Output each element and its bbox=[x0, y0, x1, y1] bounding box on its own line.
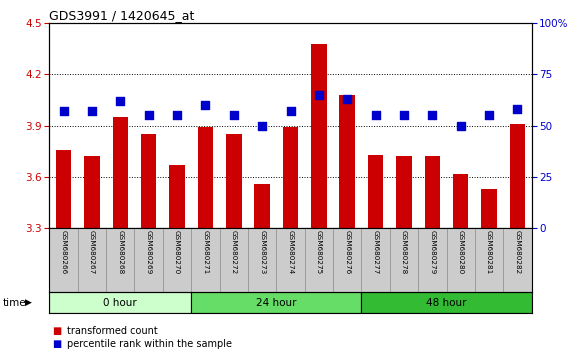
Text: ■: ■ bbox=[52, 339, 62, 349]
Bar bbox=[481, 189, 497, 228]
Text: 48 hour: 48 hour bbox=[426, 298, 467, 308]
Point bbox=[371, 113, 380, 118]
Point bbox=[428, 113, 437, 118]
Point bbox=[485, 113, 494, 118]
Bar bbox=[226, 134, 242, 228]
Point bbox=[144, 113, 153, 118]
Text: GSM680281: GSM680281 bbox=[486, 230, 492, 274]
Bar bbox=[453, 173, 468, 228]
Point bbox=[87, 108, 96, 114]
Point bbox=[513, 107, 522, 112]
Bar bbox=[425, 156, 440, 228]
Bar bbox=[311, 44, 327, 228]
Text: GDS3991 / 1420645_at: GDS3991 / 1420645_at bbox=[49, 9, 195, 22]
Point bbox=[116, 98, 125, 104]
Text: GSM680269: GSM680269 bbox=[146, 230, 152, 274]
Bar bbox=[56, 150, 71, 228]
Bar bbox=[191, 292, 361, 313]
Text: transformed count: transformed count bbox=[67, 326, 157, 336]
Point bbox=[314, 92, 324, 98]
Text: GSM680270: GSM680270 bbox=[174, 230, 180, 274]
Bar bbox=[361, 292, 532, 313]
Point bbox=[456, 123, 465, 129]
Text: GSM680276: GSM680276 bbox=[344, 230, 350, 274]
Point bbox=[229, 113, 238, 118]
Text: time: time bbox=[3, 298, 27, 308]
Text: GSM680268: GSM680268 bbox=[117, 230, 123, 274]
Text: ▶: ▶ bbox=[25, 298, 32, 307]
Bar bbox=[141, 134, 156, 228]
Point bbox=[173, 113, 182, 118]
Text: GSM680275: GSM680275 bbox=[316, 230, 322, 274]
Text: GSM680273: GSM680273 bbox=[259, 230, 265, 274]
Text: GSM680272: GSM680272 bbox=[231, 230, 237, 274]
Text: GSM680279: GSM680279 bbox=[429, 230, 435, 274]
Point bbox=[399, 113, 408, 118]
Text: GSM680271: GSM680271 bbox=[202, 230, 209, 274]
Point bbox=[286, 108, 295, 114]
Text: 24 hour: 24 hour bbox=[256, 298, 296, 308]
Text: GSM680277: GSM680277 bbox=[372, 230, 379, 274]
Bar bbox=[113, 117, 128, 228]
Text: ■: ■ bbox=[52, 326, 62, 336]
Point bbox=[257, 123, 267, 129]
Text: GSM680267: GSM680267 bbox=[89, 230, 95, 274]
Text: GSM680280: GSM680280 bbox=[458, 230, 464, 274]
Text: GSM680282: GSM680282 bbox=[514, 230, 521, 274]
Bar bbox=[283, 127, 298, 228]
Bar bbox=[339, 95, 355, 228]
Bar bbox=[84, 156, 100, 228]
Point bbox=[343, 96, 352, 102]
Point bbox=[59, 108, 68, 114]
Bar bbox=[396, 156, 412, 228]
Text: GSM680278: GSM680278 bbox=[401, 230, 407, 274]
Bar bbox=[368, 155, 383, 228]
Bar bbox=[169, 165, 185, 228]
Bar bbox=[254, 184, 270, 228]
Bar bbox=[198, 127, 213, 228]
Bar bbox=[510, 124, 525, 228]
Bar bbox=[49, 292, 191, 313]
Point bbox=[201, 102, 210, 108]
Text: percentile rank within the sample: percentile rank within the sample bbox=[67, 339, 232, 349]
Text: GSM680274: GSM680274 bbox=[288, 230, 293, 274]
Text: GSM680266: GSM680266 bbox=[60, 230, 67, 274]
Text: 0 hour: 0 hour bbox=[103, 298, 137, 308]
